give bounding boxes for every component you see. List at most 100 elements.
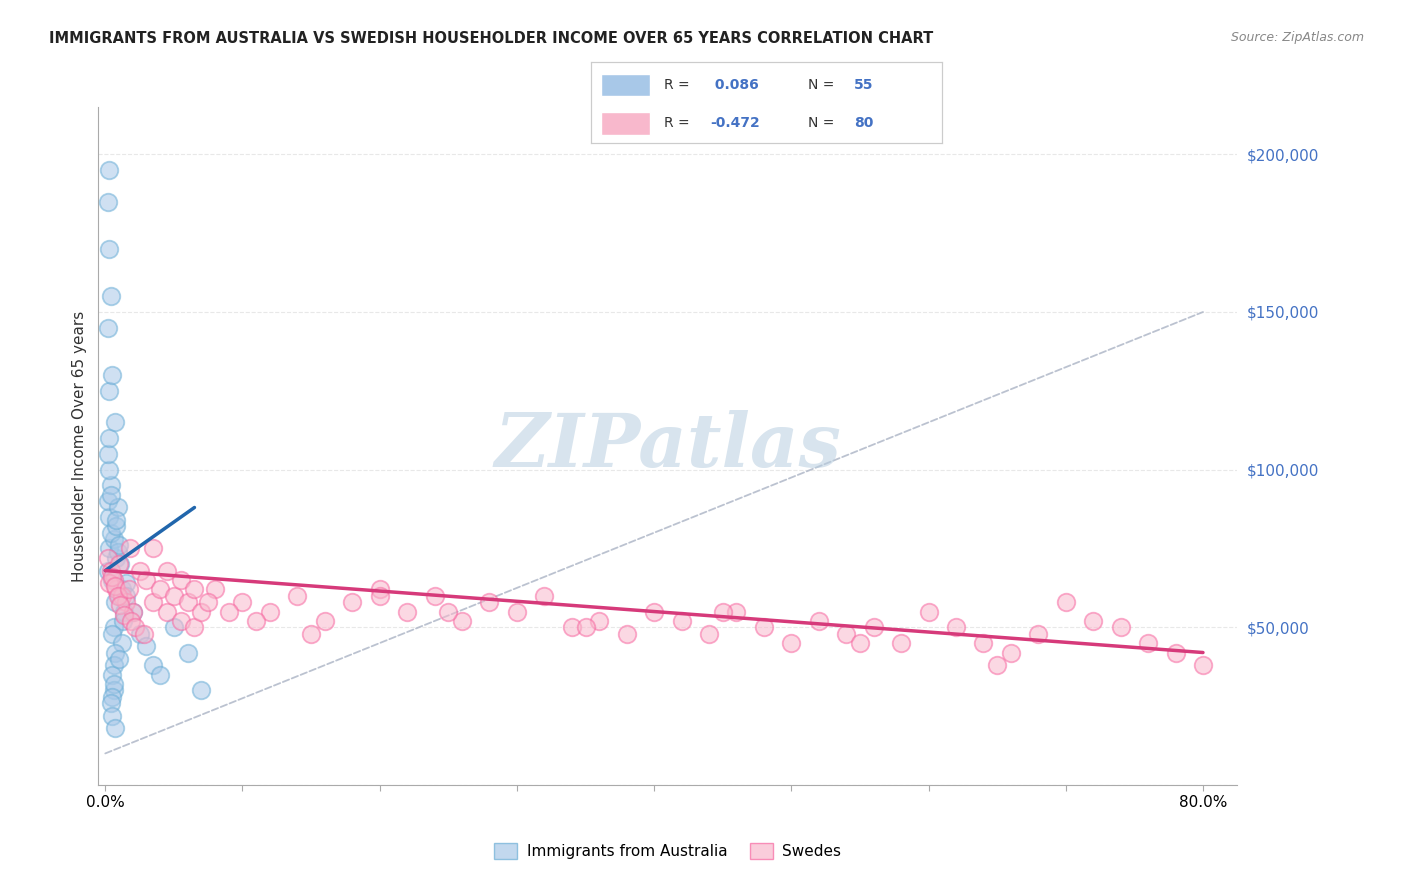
Point — [108, 589, 131, 603]
Point — [98, 242, 121, 256]
Point — [111, 582, 134, 597]
Point — [616, 626, 638, 640]
Point — [98, 510, 121, 524]
Point — [849, 636, 872, 650]
Point — [104, 646, 127, 660]
Point — [533, 589, 555, 603]
Point — [807, 614, 830, 628]
Point — [190, 683, 212, 698]
Point — [149, 582, 172, 597]
Text: 80: 80 — [853, 117, 873, 130]
Point — [121, 605, 143, 619]
Point — [725, 605, 748, 619]
Point — [97, 320, 120, 334]
Point — [231, 595, 253, 609]
Point — [170, 614, 193, 628]
Point — [101, 667, 124, 681]
Point — [120, 614, 142, 628]
Point — [142, 541, 165, 556]
Point — [117, 582, 139, 597]
Text: 55: 55 — [853, 78, 873, 92]
Point — [103, 677, 125, 691]
Point — [107, 500, 129, 515]
Point — [111, 636, 134, 650]
Point — [98, 576, 121, 591]
Point — [101, 626, 124, 640]
Point — [156, 564, 179, 578]
Point — [124, 620, 146, 634]
Point — [114, 605, 136, 619]
Point — [97, 550, 120, 565]
Point — [711, 605, 734, 619]
Point — [100, 289, 122, 303]
Text: ZIPatlas: ZIPatlas — [495, 409, 841, 483]
Point — [204, 582, 226, 597]
Point — [478, 595, 501, 609]
Point — [588, 614, 610, 628]
Point — [163, 589, 186, 603]
Point — [103, 573, 125, 587]
Point — [197, 595, 219, 609]
Point — [1083, 614, 1105, 628]
Point — [176, 595, 198, 609]
Point — [103, 658, 125, 673]
Point — [183, 620, 205, 634]
Point — [110, 599, 132, 613]
Point — [506, 605, 529, 619]
Point — [98, 384, 121, 398]
Point — [114, 607, 136, 622]
Point — [142, 595, 165, 609]
Point — [1026, 626, 1049, 640]
Point — [183, 582, 205, 597]
Point — [671, 614, 693, 628]
Point — [423, 589, 446, 603]
Point — [437, 605, 460, 619]
Point — [176, 646, 198, 660]
Point — [697, 626, 720, 640]
Point — [97, 564, 120, 578]
Point — [299, 626, 322, 640]
Point — [108, 538, 131, 552]
Point — [121, 605, 143, 619]
Text: IMMIGRANTS FROM AUSTRALIA VS SWEDISH HOUSEHOLDER INCOME OVER 65 YEARS CORRELATIO: IMMIGRANTS FROM AUSTRALIA VS SWEDISH HOU… — [49, 31, 934, 46]
Point — [574, 620, 596, 634]
Point — [835, 626, 858, 640]
Point — [314, 614, 336, 628]
Point — [890, 636, 912, 650]
Point — [101, 708, 124, 723]
Point — [135, 639, 157, 653]
Point — [218, 605, 240, 619]
Point — [104, 595, 127, 609]
FancyBboxPatch shape — [602, 74, 650, 96]
Point — [972, 636, 994, 650]
Point — [368, 582, 391, 597]
Point — [98, 431, 121, 445]
Point — [1137, 636, 1160, 650]
Point — [132, 626, 155, 640]
Point — [163, 620, 186, 634]
Point — [97, 194, 120, 209]
Point — [945, 620, 967, 634]
Point — [105, 513, 128, 527]
Point — [101, 368, 124, 382]
Point — [561, 620, 583, 634]
Point — [103, 532, 125, 546]
Point — [142, 658, 165, 673]
Point — [108, 652, 131, 666]
Point — [103, 683, 125, 698]
Point — [917, 605, 939, 619]
Point — [100, 696, 122, 710]
Point — [104, 415, 127, 429]
Point — [100, 564, 122, 578]
Point — [115, 595, 138, 609]
Text: N =: N = — [808, 78, 839, 92]
Legend: Immigrants from Australia, Swedes: Immigrants from Australia, Swedes — [488, 837, 848, 865]
Point — [115, 589, 138, 603]
FancyBboxPatch shape — [602, 112, 650, 135]
Point — [100, 488, 122, 502]
Text: R =: R = — [664, 117, 695, 130]
Point — [110, 558, 132, 572]
Point — [342, 595, 364, 609]
Point — [105, 519, 128, 533]
Point — [97, 447, 120, 461]
